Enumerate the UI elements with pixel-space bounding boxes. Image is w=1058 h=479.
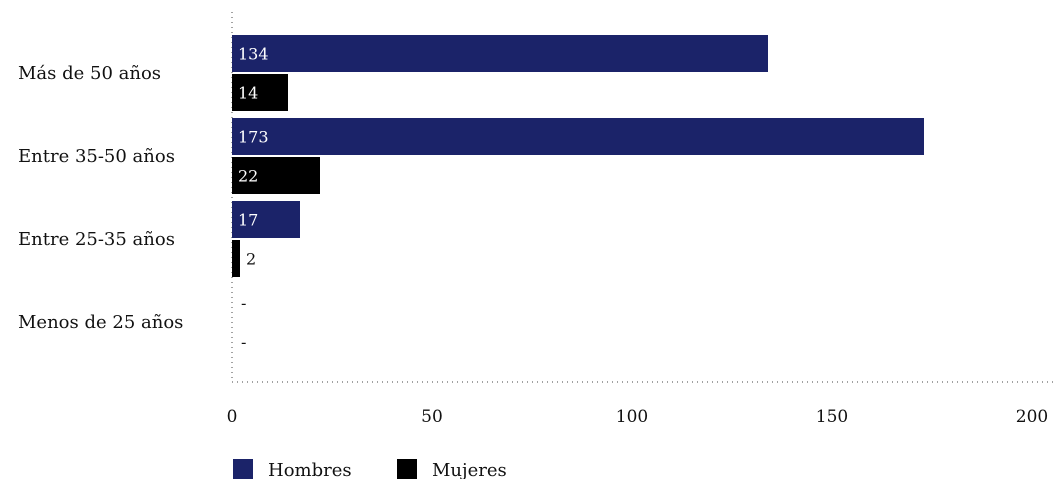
category-label: Más de 50 años	[18, 63, 161, 84]
x-tick-label: 0	[227, 407, 238, 427]
bar	[232, 35, 768, 72]
bar	[232, 118, 924, 155]
x-tick-label: 50	[421, 407, 443, 427]
legend-label: Mujeres	[432, 460, 507, 479]
bar-value-label: 2	[246, 250, 256, 269]
category-label: Entre 25-35 años	[18, 229, 175, 250]
x-tick-label: 100	[616, 407, 648, 427]
category-label: Menos de 25 años	[18, 312, 183, 333]
legend-swatch	[397, 459, 417, 479]
chart-bars	[232, 35, 924, 277]
bar	[232, 157, 320, 194]
chart-axes: 0 50 100 150 200 Más de 50 años Entre 35-50 añ…	[18, 12, 1055, 427]
legend-label: Hombres	[268, 460, 352, 479]
bar-value-label: 17	[238, 211, 258, 230]
x-tick-label: 150	[816, 407, 848, 427]
bar-value-label: 173	[238, 128, 269, 147]
bar-value-label: 22	[238, 167, 258, 186]
bar	[232, 240, 240, 277]
bar-value-label: 134	[238, 45, 269, 64]
bar	[232, 201, 300, 238]
category-label: Entre 35-50 años	[18, 146, 175, 167]
bar	[232, 74, 288, 111]
x-tick-label: 200	[1016, 407, 1048, 427]
bar-value-label: 14	[238, 84, 258, 103]
legend-swatch	[233, 459, 253, 479]
bar-value-label: -	[241, 333, 246, 352]
chart-legend: Hombres Mujeres	[233, 459, 507, 479]
bar-value-label: -	[241, 294, 246, 313]
